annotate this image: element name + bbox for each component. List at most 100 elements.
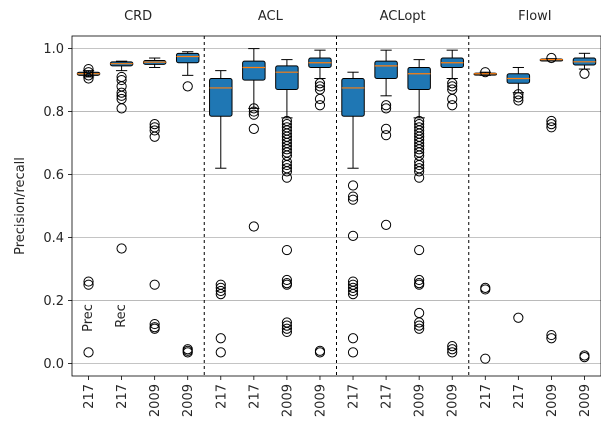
outlier-point <box>149 318 160 330</box>
outlier-point <box>248 221 259 232</box>
outlier-point <box>347 194 359 205</box>
outlier-point <box>347 191 359 202</box>
y-tick-label: 1.0 <box>43 42 64 57</box>
outlier-point <box>546 122 557 133</box>
outlier-point <box>447 100 458 111</box>
box-iqr <box>341 78 365 117</box>
outlier-point <box>281 144 293 155</box>
outlier-point <box>347 282 359 293</box>
outlier-point <box>248 123 259 134</box>
x-tick-label: 217 <box>115 384 130 409</box>
outlier-point <box>414 320 425 331</box>
outlier-point <box>480 282 491 293</box>
outlier-point <box>380 130 392 141</box>
outlier-point <box>414 317 425 328</box>
y-tick-label: 0.2 <box>43 294 64 309</box>
x-tick-label: 217 <box>214 384 229 409</box>
outlier-point <box>447 344 458 355</box>
outlier-point <box>83 67 94 78</box>
box-iqr <box>374 60 398 79</box>
y-tick-label: 0.0 <box>43 357 64 372</box>
outlier-point <box>414 172 425 183</box>
outlier-point <box>380 103 392 114</box>
outlier-point <box>248 109 259 120</box>
outlier-point <box>281 326 293 338</box>
outlier-point <box>380 123 392 134</box>
outlier-point <box>215 285 226 297</box>
outlier-point <box>414 159 425 171</box>
outlier-point <box>116 243 127 254</box>
outlier-point <box>149 279 160 290</box>
outlier-point <box>281 279 293 290</box>
outlier-point <box>83 73 94 84</box>
outlier-point <box>281 172 293 183</box>
outlier-point <box>83 347 94 358</box>
x-tick-label: 2009 <box>413 384 428 417</box>
outlier-point <box>83 70 94 81</box>
x-tick-label: 2009 <box>578 384 593 417</box>
outlier-point <box>347 180 359 191</box>
x-axis-ticks: 217 217 2009 2009 217 217 2009 2009 217 217 2009 20… <box>82 376 593 417</box>
outlier-point <box>281 244 293 256</box>
outlier-point <box>83 276 94 287</box>
box-iqr <box>242 60 266 81</box>
outlier-point <box>83 279 94 290</box>
boxes-layer <box>76 48 597 364</box>
outlier-point <box>513 312 524 323</box>
group-title: CRD <box>124 9 152 24</box>
outlier-point <box>149 119 160 130</box>
x-tick-label: 2009 <box>148 384 163 417</box>
outlier-point <box>546 329 557 341</box>
outlier-point <box>447 78 458 89</box>
outlier-point <box>347 289 359 300</box>
outlier-point <box>215 289 226 300</box>
outlier-point <box>248 103 259 114</box>
y-tick-label: 0.8 <box>43 105 64 120</box>
x-tick-label: 2009 <box>313 384 328 417</box>
outlier-point <box>149 131 160 142</box>
y-axis-ticks: 0.0 0.2 0.4 0.6 0.8 1.0 <box>43 42 72 372</box>
x-tick-label: 2009 <box>545 384 560 417</box>
x-tick-label: 217 <box>82 384 97 409</box>
y-tick-label: 0.6 <box>43 168 64 183</box>
outlier-point <box>579 68 590 79</box>
outlier-point <box>447 340 458 352</box>
annotation-rec: Rec <box>114 304 129 328</box>
group-titles: CRD ACL ACLopt FlowI <box>124 9 552 24</box>
box-iqr <box>275 65 299 91</box>
group-title: FlowI <box>518 9 552 24</box>
outlier-point <box>546 52 557 64</box>
outlier-point <box>513 95 524 106</box>
x-tick-label: 217 <box>479 384 494 409</box>
outlier-point <box>414 274 425 286</box>
y-tick-label: 0.4 <box>43 231 64 246</box>
outlier-point <box>116 74 127 86</box>
outlier-point <box>149 323 160 334</box>
outlier-point <box>513 89 524 100</box>
x-tick-label: 217 <box>347 384 362 409</box>
outlier-point <box>414 307 425 319</box>
outlier-point <box>546 333 557 344</box>
x-tick-label: 217 <box>380 384 395 409</box>
outlier-point <box>215 347 226 358</box>
outlier-point <box>380 100 392 111</box>
outlier-point <box>314 93 326 105</box>
outlier-point <box>149 125 160 136</box>
outlier-point <box>347 285 359 297</box>
outlier-point <box>414 244 425 256</box>
group-title: ACLopt <box>380 9 426 24</box>
box-iqr <box>209 78 233 117</box>
x-tick-label: 217 <box>247 384 262 409</box>
outlier-point <box>116 87 127 98</box>
outlier-point <box>546 119 557 130</box>
outlier-point <box>414 279 425 290</box>
outlier-point <box>579 352 590 363</box>
outlier-point <box>546 115 557 127</box>
outlier-point <box>215 333 226 344</box>
outlier-point <box>314 81 326 92</box>
outlier-point <box>414 144 425 155</box>
outlier-point <box>314 78 326 89</box>
annotation-prec: Prec <box>81 304 96 332</box>
box-iqr <box>407 66 431 91</box>
y-axis-label: Precision/recall <box>13 157 28 255</box>
